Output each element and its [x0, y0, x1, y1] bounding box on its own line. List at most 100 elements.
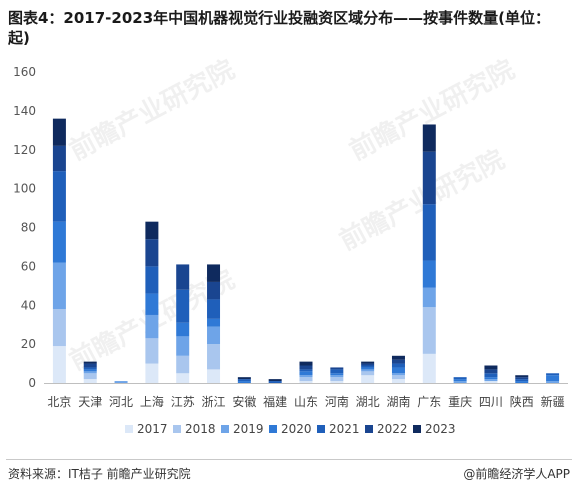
bar-segment-2019	[114, 381, 128, 383]
x-tick-label: 四川	[479, 395, 503, 409]
x-tick-label: 江苏	[171, 395, 195, 409]
y-tick-label: 0	[28, 376, 36, 390]
bar-segment-2017	[299, 381, 313, 383]
y-tick-label: 140	[13, 104, 36, 118]
bar-segment-2019	[83, 371, 97, 374]
bar-segment-2018	[330, 377, 344, 382]
bar-segment-2021	[83, 367, 97, 370]
credit-note: @前瞻经济学人APP	[463, 467, 570, 481]
bar-segment-2021	[207, 299, 221, 319]
bar-segment-2019	[330, 375, 344, 378]
bar-segment-2017	[52, 346, 66, 383]
bar-segment-2020	[176, 322, 190, 337]
legend-swatch-2018	[173, 425, 181, 433]
bar-segment-2021	[391, 363, 405, 368]
bar-segment-2018	[361, 371, 375, 376]
bar-segment-2022	[422, 151, 436, 205]
bar-segment-2019	[484, 379, 498, 382]
bar-segment-2019	[391, 373, 405, 376]
bar-segment-2021	[268, 381, 282, 383]
bar-segment-2022	[330, 367, 344, 370]
bar-segment-2019	[299, 375, 313, 378]
bar-segment-2020	[546, 375, 560, 382]
x-tick-label: 湖北	[356, 394, 380, 409]
y-tick-label: 20	[21, 337, 36, 351]
legend-label: 2023	[425, 422, 456, 436]
x-tick-label: 陕西	[510, 394, 534, 409]
x-tick-label: 新疆	[541, 394, 565, 409]
bar-segment-2020	[52, 221, 66, 263]
bar-segment-2023	[207, 264, 221, 282]
bar-segment-2022	[391, 359, 405, 364]
bar-segment-2021	[484, 373, 498, 378]
bar-segment-2023	[484, 365, 498, 370]
bar-segment-2021	[453, 377, 467, 380]
bar-segment-2017	[484, 381, 498, 383]
bar-segment-2019	[422, 287, 436, 308]
bar-segment-2022	[52, 145, 66, 172]
bar-segment-2017	[176, 373, 190, 383]
bar-segment-2021	[176, 289, 190, 323]
x-tick-label: 天津	[78, 395, 102, 409]
bar-segment-2023	[391, 355, 405, 360]
bar-segment-2023	[515, 375, 529, 378]
bar-segment-2023	[268, 379, 282, 382]
bar-segment-2022	[83, 363, 97, 368]
bar-segment-2020	[207, 318, 221, 327]
legend-label: 2020	[281, 422, 312, 436]
bar-segment-2023	[361, 361, 375, 364]
bar-segment-2019	[453, 381, 467, 383]
legend-label: 2021	[329, 422, 360, 436]
bar-segment-2020	[237, 381, 251, 383]
bar-segment-2019	[176, 336, 190, 356]
y-tick-label: 100	[13, 182, 36, 196]
y-tick-label: 160	[13, 65, 36, 79]
x-tick-label: 上海	[140, 394, 164, 409]
bar-segment-2017	[83, 379, 97, 383]
bar-segment-2020	[391, 367, 405, 374]
legend-label: 2022	[377, 422, 408, 436]
bar-segment-2020	[361, 367, 375, 370]
bar-segment-2020	[330, 373, 344, 376]
bar-segment-2017	[330, 381, 344, 383]
bar-segment-2017	[422, 353, 436, 383]
legend-swatch-2020	[269, 425, 277, 433]
bar-segment-2023	[237, 377, 251, 380]
x-tick-label: 河南	[325, 394, 349, 409]
x-tick-label: 安徽	[232, 394, 256, 409]
legend-swatch-2023	[413, 425, 421, 433]
bar-segment-2022	[145, 239, 159, 267]
bar-segment-2020	[83, 369, 97, 372]
legend-swatch-2019	[221, 425, 229, 433]
y-tick-label: 40	[21, 298, 36, 312]
footer-divider	[6, 459, 572, 460]
bar-segment-2018	[145, 338, 159, 364]
bar-segment-2018	[52, 309, 66, 347]
legend-swatch-2017	[125, 425, 133, 433]
bar-segment-2021	[361, 365, 375, 368]
bar-segment-2019	[546, 381, 560, 383]
bar-segment-2021	[52, 171, 66, 222]
source-note: 资料来源：IT桔子 前瞻产业研究院	[8, 467, 191, 481]
bar-segment-2019	[145, 314, 159, 339]
bar-segment-2018	[299, 377, 313, 382]
y-tick-label: 120	[13, 143, 36, 157]
bar-segment-2023	[83, 361, 97, 364]
chart-title: 图表4：2017-2023年中国机器视觉行业投融资区域分布——按事件数量(单位：…	[8, 9, 551, 47]
bar-segment-2017	[207, 369, 221, 383]
bar-segment-2023	[422, 124, 436, 152]
bar-segment-2019	[361, 369, 375, 372]
bar-segment-2021	[546, 373, 560, 376]
x-tick-label: 北京	[47, 395, 71, 409]
bar-segment-2021	[145, 266, 159, 294]
bar-segment-2018	[391, 375, 405, 380]
bar-segment-2020	[299, 371, 313, 376]
bar-segment-2021	[237, 379, 251, 382]
stacked-bar-chart: 0 20 40 60 80 100 120 140 160 北京 天津 河北 上海 江苏 浙江 安徽 福建 山东河…	[13, 65, 568, 436]
bar-segment-2022	[176, 264, 190, 290]
bar-segment-2018	[83, 373, 97, 380]
bar-segment-2017	[391, 379, 405, 383]
legend-swatch-2021	[317, 425, 325, 433]
bar-segment-2021	[515, 379, 529, 382]
bar-segment-2017	[145, 363, 159, 383]
